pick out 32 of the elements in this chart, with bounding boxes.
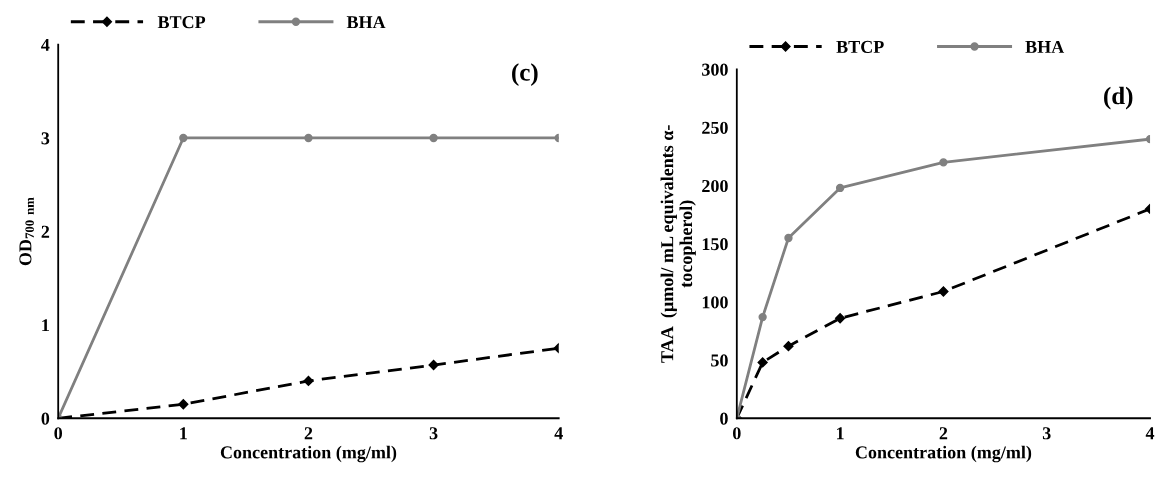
legend-label: BTCP [836, 40, 884, 53]
x-axis-title: Concentration (mg/ml) [855, 445, 1032, 463]
x-axis-title: Concentration (mg/ml) [220, 445, 397, 463]
annotation: (d) [1104, 86, 1133, 110]
x-tick-label: 4 [554, 427, 563, 440]
y-tick-label: 250 [702, 121, 728, 134]
y-tick-label: 150 [702, 238, 728, 251]
x-tick-label: 0 [54, 427, 63, 440]
x-tick-label: 2 [304, 427, 313, 440]
x-tick-label: 2 [939, 427, 948, 440]
y-axis-title: OD$_{700 nm}$ [19, 197, 34, 266]
x-tick-label: 1 [837, 427, 844, 440]
legend-label: BHA [1025, 40, 1065, 53]
legend-label: BHA [346, 16, 386, 29]
y-tick-label: 2 [41, 225, 50, 238]
annotation: (c) [512, 63, 538, 86]
x-tick-label: 0 [732, 427, 741, 440]
y-tick-label: 100 [702, 296, 728, 309]
y-axis-title: TAA (µmol/ mL equivalents α- tocopherol) [660, 125, 696, 363]
y-tick-label: 200 [702, 179, 728, 193]
x-tick-label: 4 [1145, 427, 1155, 440]
legend-label: BTCP [157, 16, 206, 29]
y-tick-label: 3 [41, 132, 50, 145]
x-tick-label: 3 [429, 427, 438, 440]
y-tick-label: 4 [41, 38, 50, 51]
y-tick-label: 0 [41, 412, 50, 425]
x-tick-label: 3 [1042, 427, 1051, 440]
y-tick-label: 300 [702, 63, 728, 76]
x-tick-label: 1 [180, 427, 187, 440]
y-tick-label: 0 [720, 412, 728, 425]
y-tick-label: 1 [42, 319, 49, 332]
y-tick-label: 50 [711, 354, 728, 367]
